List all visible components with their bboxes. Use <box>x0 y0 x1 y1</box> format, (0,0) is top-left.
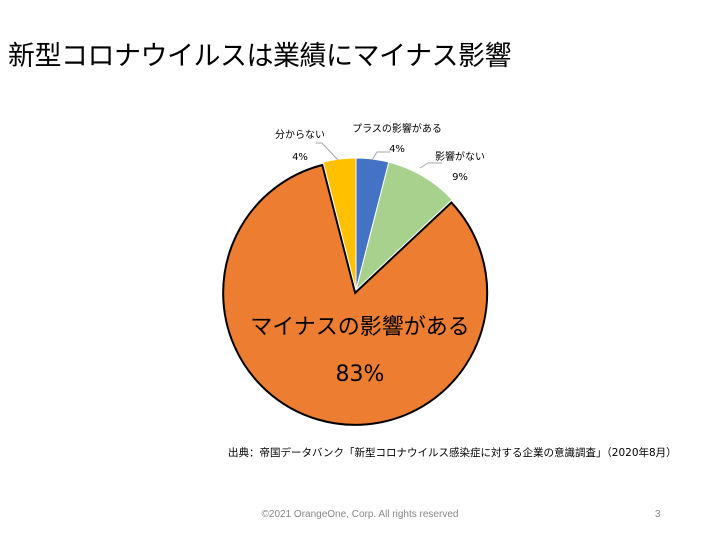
slice-value-3: 4% <box>292 152 308 163</box>
slice-value-2: 83% <box>336 362 385 387</box>
slice-value-0: 4% <box>389 144 405 155</box>
slide-title: 新型コロナウイルスは業績にマイナス影響 <box>8 41 511 72</box>
slice-1 <box>355 161 453 292</box>
slice-label-1: 影響がない <box>435 150 485 163</box>
leader-line-0 <box>371 151 390 161</box>
page-number: 3 <box>655 509 661 520</box>
slice-value-1: 9% <box>452 172 468 183</box>
slice-label-3: 分からない <box>275 129 325 141</box>
slice-3 <box>322 157 357 291</box>
slice-label-0: プラスの影響がある <box>352 122 442 135</box>
leader-line-1 <box>419 162 442 169</box>
source-note: 出典：帝国データバンク「新型コロナウイルス感染症に対する企業の意識調査」（202… <box>228 447 677 459</box>
leader-line-3 <box>316 142 339 161</box>
copyright: ©2021 OrangeOne, Corp. All rights reserv… <box>261 509 459 520</box>
slice-2 <box>222 163 489 426</box>
slice-label-2: マイナスの影響がある <box>250 315 470 340</box>
